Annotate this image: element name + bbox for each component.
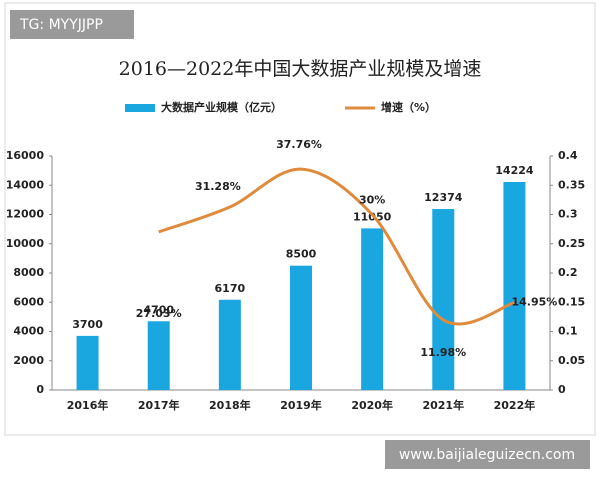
y2-tick-label: 0.35: [558, 178, 585, 191]
bar-value-label: 8500: [286, 248, 317, 261]
line: [158, 167, 515, 326]
x-tick-label: 2021年: [422, 398, 464, 412]
line-value-label: 37.76%: [276, 138, 322, 151]
y-tick-label: 0: [36, 383, 44, 396]
y-tick-label: 4000: [13, 325, 44, 338]
y-tick-label: 8000: [13, 266, 44, 279]
bar: [361, 228, 384, 390]
legend-label: 大数据产业规模（亿元）: [161, 100, 282, 114]
bar: [503, 181, 526, 390]
legend-label: 增速（%）: [381, 100, 436, 114]
bar-value-label: 14224: [495, 164, 534, 177]
y2-tick-label: 0.3: [558, 208, 578, 221]
y2-tick-label: 0.15: [558, 295, 585, 308]
bar: [290, 265, 312, 390]
y2-tick-label: 0.4: [558, 149, 578, 162]
line-value-label: 27.03%: [136, 307, 182, 320]
x-tick-label: 2019年: [280, 398, 322, 412]
y-tick-label: 2000: [13, 354, 44, 367]
line-value-label: 30%: [359, 194, 385, 207]
bar-value-label: 4700: [143, 303, 174, 316]
bar-value-label: 6170: [215, 282, 246, 295]
y2-tick-label: 0.05: [558, 354, 585, 367]
x-tick-label: 2017年: [138, 398, 180, 412]
y2-tick-label: 0.2: [558, 266, 578, 279]
y-tick-label: 12000: [6, 208, 45, 221]
x-tick-label: 2016年: [67, 398, 109, 412]
y-tick-label: 14000: [6, 178, 45, 191]
watermark: TG: MYYJJPP: [19, 17, 103, 33]
x-tick-label: 2018年: [209, 398, 251, 412]
y-tick-label: 6000: [13, 295, 44, 308]
x-tick-label: 2020年: [351, 398, 393, 412]
legend-swatch: [125, 104, 155, 112]
line-value-label: 11.98%: [420, 346, 466, 359]
x-tick-label: 2022年: [494, 398, 536, 412]
chart-title: 2016—2022年中国大数据产业规模及增速: [119, 58, 482, 80]
y2-tick-label: 0.25: [558, 237, 585, 250]
y2-tick-label: 0.1: [558, 325, 578, 338]
watermark: www.baijialeguizecn.com: [399, 447, 575, 463]
watermark-box: [10, 10, 134, 39]
bar: [432, 209, 455, 390]
bar: [218, 299, 241, 390]
bar: [76, 335, 99, 390]
y-tick-label: 10000: [6, 237, 45, 250]
watermark-box: [385, 440, 590, 469]
y2-tick-label: 0: [558, 383, 566, 396]
line-value-label: 31.28%: [195, 180, 241, 193]
bar-value-label: 3700: [72, 318, 103, 331]
y-tick-label: 16000: [6, 149, 45, 162]
bar-value-label: 12374: [424, 191, 463, 204]
line-value-label: 14.95%: [512, 296, 558, 309]
bar: [147, 321, 170, 390]
